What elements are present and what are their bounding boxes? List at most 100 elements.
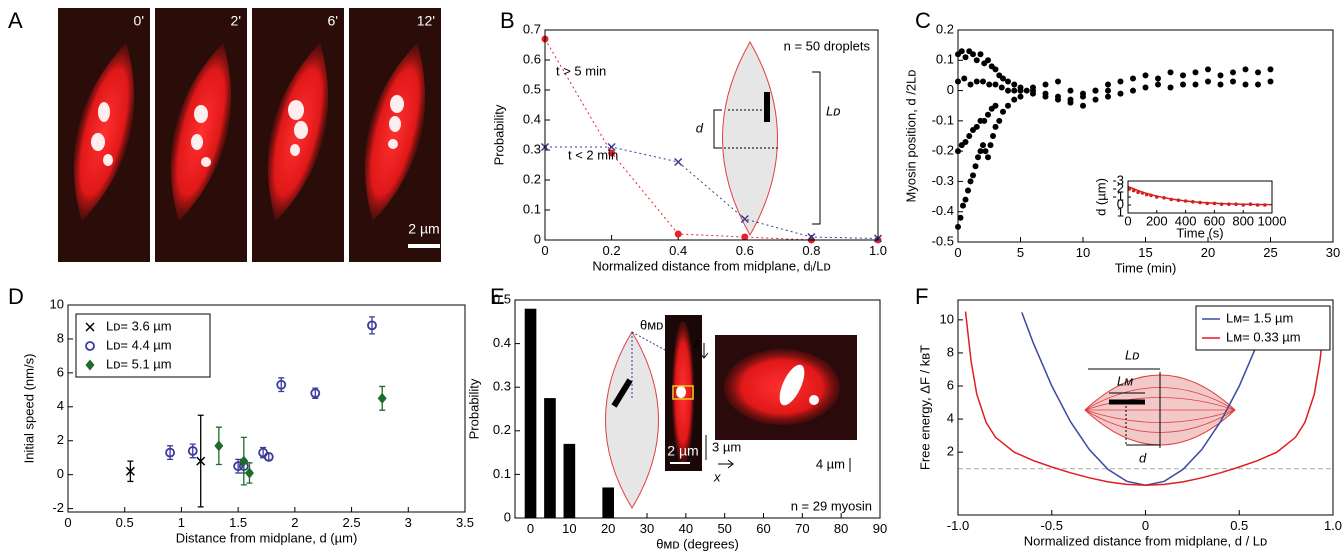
legend-label: Lᴅ= 3.6 µm (106, 318, 172, 333)
y-axis-label: Initial speed (nm/s) (21, 354, 36, 464)
x-axis-label: Distance from midplane, d (µm) (176, 531, 358, 546)
point (1011, 87, 1018, 94)
y-tick-label: -0.4 (932, 203, 954, 218)
y-axis-label: d (µm) (1093, 178, 1108, 216)
point (998, 84, 1005, 91)
point (1092, 87, 1099, 94)
point (992, 81, 999, 88)
point (214, 440, 224, 452)
panel-label: C (915, 8, 931, 33)
myosin-diagram: θᴍᴅ 2 µm z 3 µm x 4 µm (605, 315, 857, 509)
point (985, 111, 991, 118)
legend-marker (85, 341, 95, 351)
myosin-spot (191, 134, 203, 150)
panel-label: D (8, 284, 24, 309)
chart: C0 5 10 15 20 25 30-0.5-0.4-0.3-0.2-0.100.10.2… (903, 8, 1340, 276)
y-tick-label: 8 (57, 330, 64, 345)
y-tick-label: 0.7 (523, 21, 541, 36)
point (980, 142, 986, 149)
image-panel: A 0' 2' 6' 12' 2 µm (8, 8, 441, 262)
y-tick-label: 2 (947, 444, 954, 459)
point (1180, 72, 1186, 79)
annotation: n = 50 droplets (784, 38, 871, 53)
x-tick-label: 0.6 (736, 243, 754, 258)
error-bar (368, 316, 375, 335)
y-tick-label: -0.2 (932, 143, 954, 158)
point (966, 133, 973, 139)
bar (524, 308, 537, 518)
y-tick-label: 6 (947, 377, 954, 392)
point (377, 392, 387, 404)
axes-frame (67, 304, 466, 513)
panel-label: F (915, 284, 928, 309)
point (967, 178, 974, 185)
point (981, 117, 988, 124)
x-tick-label: 0.5 (116, 515, 134, 530)
point (1005, 87, 1011, 94)
point (1105, 81, 1111, 88)
y-tick-label: -3 (1112, 172, 1124, 187)
y-tick-label: 0 (1117, 196, 1124, 211)
myosin-spot (290, 144, 300, 156)
point (1000, 75, 1006, 82)
point (1267, 78, 1274, 85)
point (233, 461, 244, 472)
point (972, 163, 979, 170)
x-axis-label: Normalized distance from midplane, d / L… (1024, 534, 1267, 549)
point (125, 466, 135, 476)
point (239, 455, 249, 467)
point (1217, 72, 1224, 79)
diagram-label: Lᴅ (1125, 347, 1139, 362)
point (992, 102, 999, 109)
inset-background (1128, 181, 1272, 213)
point (1067, 99, 1074, 106)
point (1230, 69, 1236, 76)
y-tick-label: 0.3 (493, 379, 511, 394)
point (992, 66, 999, 73)
legend-box (1195, 305, 1331, 351)
y-tick-label: 0.2 (493, 422, 511, 437)
x-tick-label: 20 (1201, 245, 1215, 260)
point (1105, 93, 1111, 100)
myosin-spot (294, 121, 308, 139)
axes-frame (957, 299, 1334, 516)
point (1017, 93, 1024, 100)
x-axis-label: Time (s) (1176, 225, 1223, 240)
point (367, 320, 377, 331)
point (1080, 90, 1086, 97)
x-tick-label: 50 (717, 521, 731, 536)
y-tick-label: 0.2 (936, 21, 954, 36)
axes-frame (957, 29, 1334, 243)
y-tick-label: 0.1 (523, 201, 541, 216)
x-axis-label: Normalized distance from midplane, dᵢ/Lᴅ (592, 259, 830, 274)
x-tick-label: 1.0 (869, 243, 887, 258)
x-tick-label: 5 (1017, 245, 1024, 260)
point (962, 196, 969, 203)
point (187, 446, 198, 456)
y-tick-label: 0 (947, 82, 954, 97)
x-tick-label: 400 (1175, 213, 1197, 228)
x-tick-label: 0 (527, 521, 534, 536)
point (977, 148, 984, 155)
legend-box (75, 313, 211, 378)
point (1005, 102, 1011, 109)
image-label: θᴍᴅ (640, 317, 663, 332)
y-tick-label: 0.1 (493, 466, 511, 481)
x-tick-label: -0.5 (1041, 518, 1063, 533)
y-tick-label: 0.5 (523, 81, 541, 96)
point (1242, 81, 1249, 88)
x-tick-label: 1.5 (229, 515, 247, 530)
point (970, 51, 976, 58)
y-tick-label: 2 (57, 432, 64, 447)
x-axis-label: θᴍᴅ (degrees) (656, 537, 739, 552)
point (961, 75, 968, 82)
point (992, 123, 999, 130)
y-axis-label: Myosin position, d /2Lᴅ (903, 70, 918, 203)
chart: B 0 0.2 0.4 0.6 0.8 1.0 0 0.1 0.2 0.3 0.4 0.5 0.6 0.7 N… (491, 8, 887, 274)
annotation: n = 29 myosin (791, 498, 872, 513)
point (985, 154, 991, 161)
point (1117, 90, 1124, 97)
x-tick-label: 3 (405, 515, 412, 530)
y-tick-label: -2 (52, 500, 64, 515)
image-label: x (713, 469, 721, 484)
